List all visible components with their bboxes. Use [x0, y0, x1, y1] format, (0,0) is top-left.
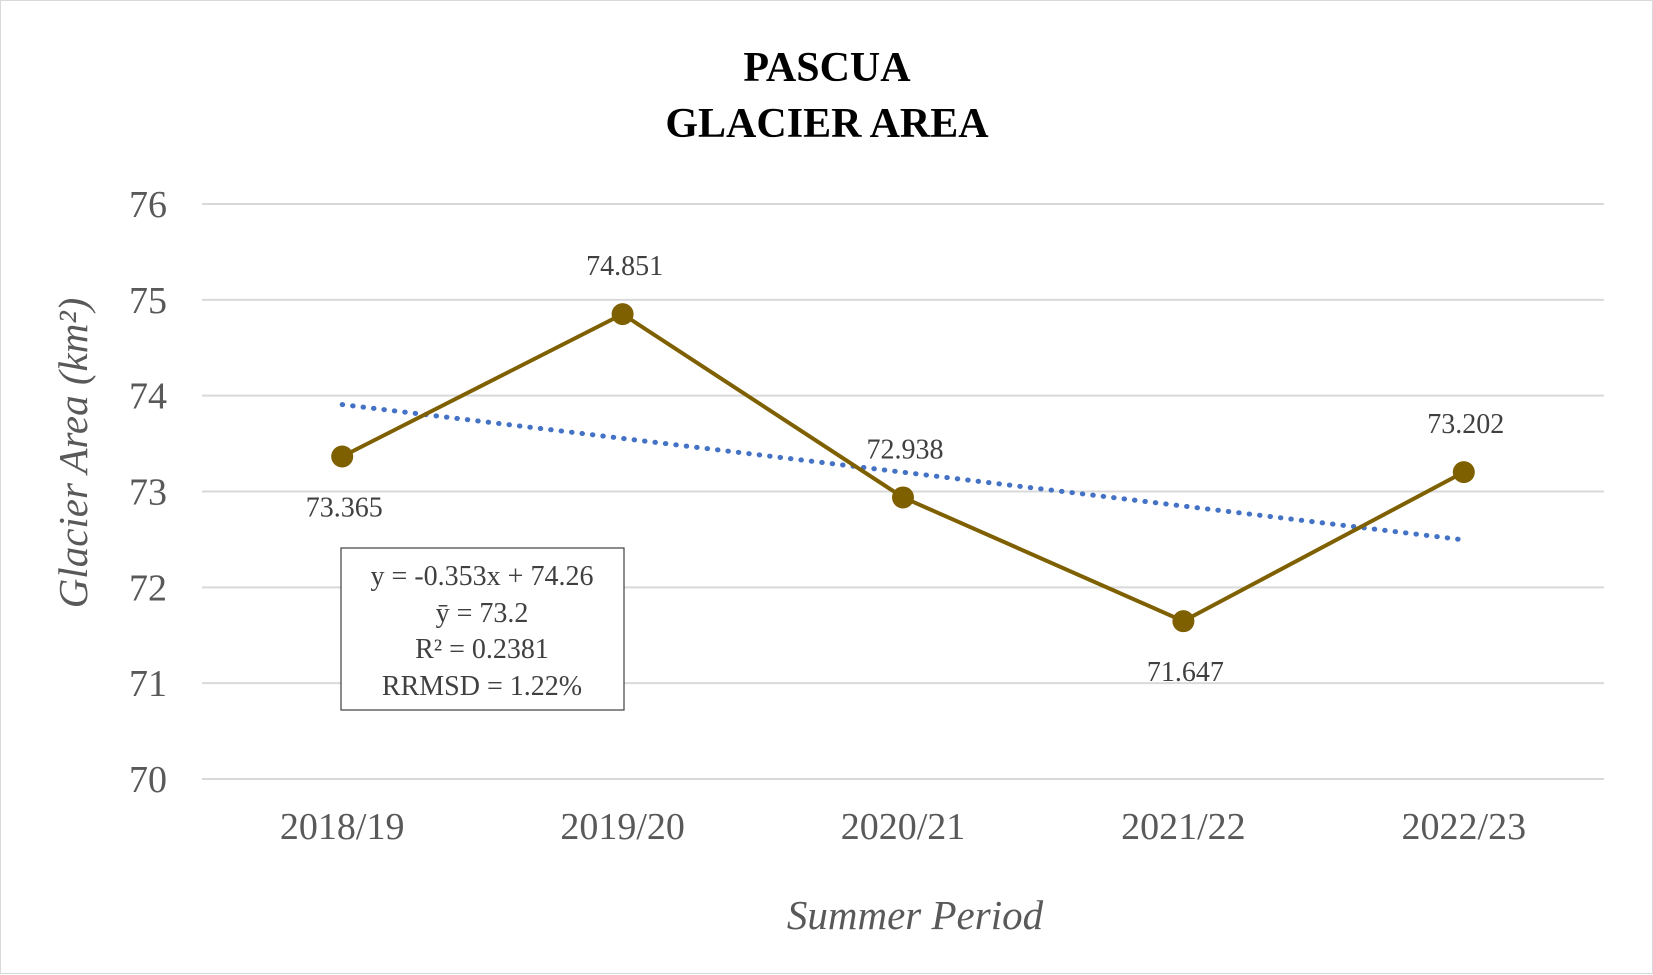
x-axis-ticks: 2018/19 2019/20 2020/21 2021/22 2022/23	[280, 806, 1526, 848]
y-tick-label: 72	[129, 567, 167, 609]
x-tick-label: 2021/22	[1121, 806, 1246, 848]
data-label: 74.851	[586, 251, 663, 282]
y-tick-label: 73	[129, 472, 167, 514]
x-tick-label: 2020/21	[841, 806, 966, 848]
y-tick-label: 75	[129, 280, 167, 322]
y-axis-ticks: 70 71 72 73 74 75 76	[129, 184, 167, 801]
y-tick-label: 70	[129, 759, 167, 801]
trendline	[339, 402, 1467, 543]
data-label: 72.938	[867, 434, 944, 465]
data-labels: 73.365 74.851 72.938 71.647 73.202	[306, 251, 1505, 688]
y-tick-label: 71	[129, 663, 167, 705]
trendline-layer	[339, 402, 1467, 543]
stats-r-squared: R² = 0.2381	[415, 634, 549, 665]
x-tick-label: 2019/20	[560, 806, 685, 848]
data-point	[1452, 461, 1475, 484]
data-label: 71.647	[1147, 657, 1224, 688]
stats-box-border	[340, 547, 625, 711]
chart-title-line-2: GLACIER AREA	[665, 101, 989, 147]
data-label: 73.202	[1427, 409, 1504, 440]
series-layer	[331, 303, 1475, 633]
chart-title-line-1: PASCUA	[743, 45, 911, 91]
y-axis-title: Glacier Area (km²)	[50, 298, 96, 609]
x-axis-title: Summer Period	[787, 892, 1044, 938]
stats-rrmsd: RRMSD = 1.22%	[382, 671, 582, 702]
data-point	[1172, 610, 1195, 633]
data-point	[892, 486, 914, 509]
stats-mean: ȳ = 73.2	[436, 598, 529, 629]
y-tick-label: 76	[129, 184, 167, 226]
stats-box: y = -0.353x + 74.26 ȳ = 73.2 R² = 0.2381…	[340, 547, 625, 711]
data-point	[611, 303, 634, 326]
y-tick-label: 74	[129, 376, 167, 418]
data-label: 73.365	[306, 493, 383, 524]
x-tick-label: 2018/19	[280, 806, 405, 848]
data-point	[331, 445, 354, 468]
x-tick-label: 2022/23	[1402, 806, 1527, 848]
stats-equation: y = -0.353x + 74.26	[371, 561, 594, 592]
